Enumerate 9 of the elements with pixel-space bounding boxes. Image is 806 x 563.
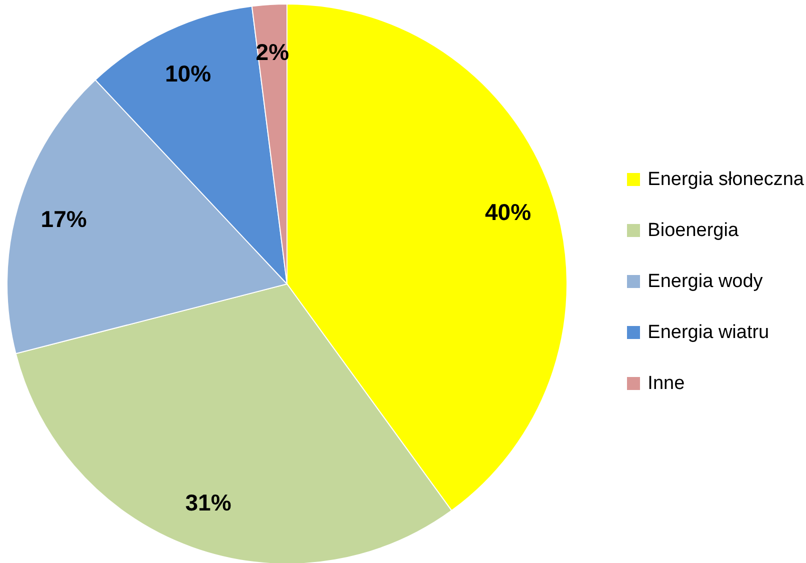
legend-label: Inne [648,372,685,394]
data-label: 40% [485,199,532,226]
legend-label: Energia słoneczna [648,168,804,190]
legend-label: Energia wody [648,270,763,292]
data-label: 17% [40,206,87,232]
legend-label: Energia wiatru [648,322,770,344]
data-label: 31% [185,490,232,516]
data-label: 10% [165,60,212,87]
legend-label: Bioenergia [648,220,739,242]
